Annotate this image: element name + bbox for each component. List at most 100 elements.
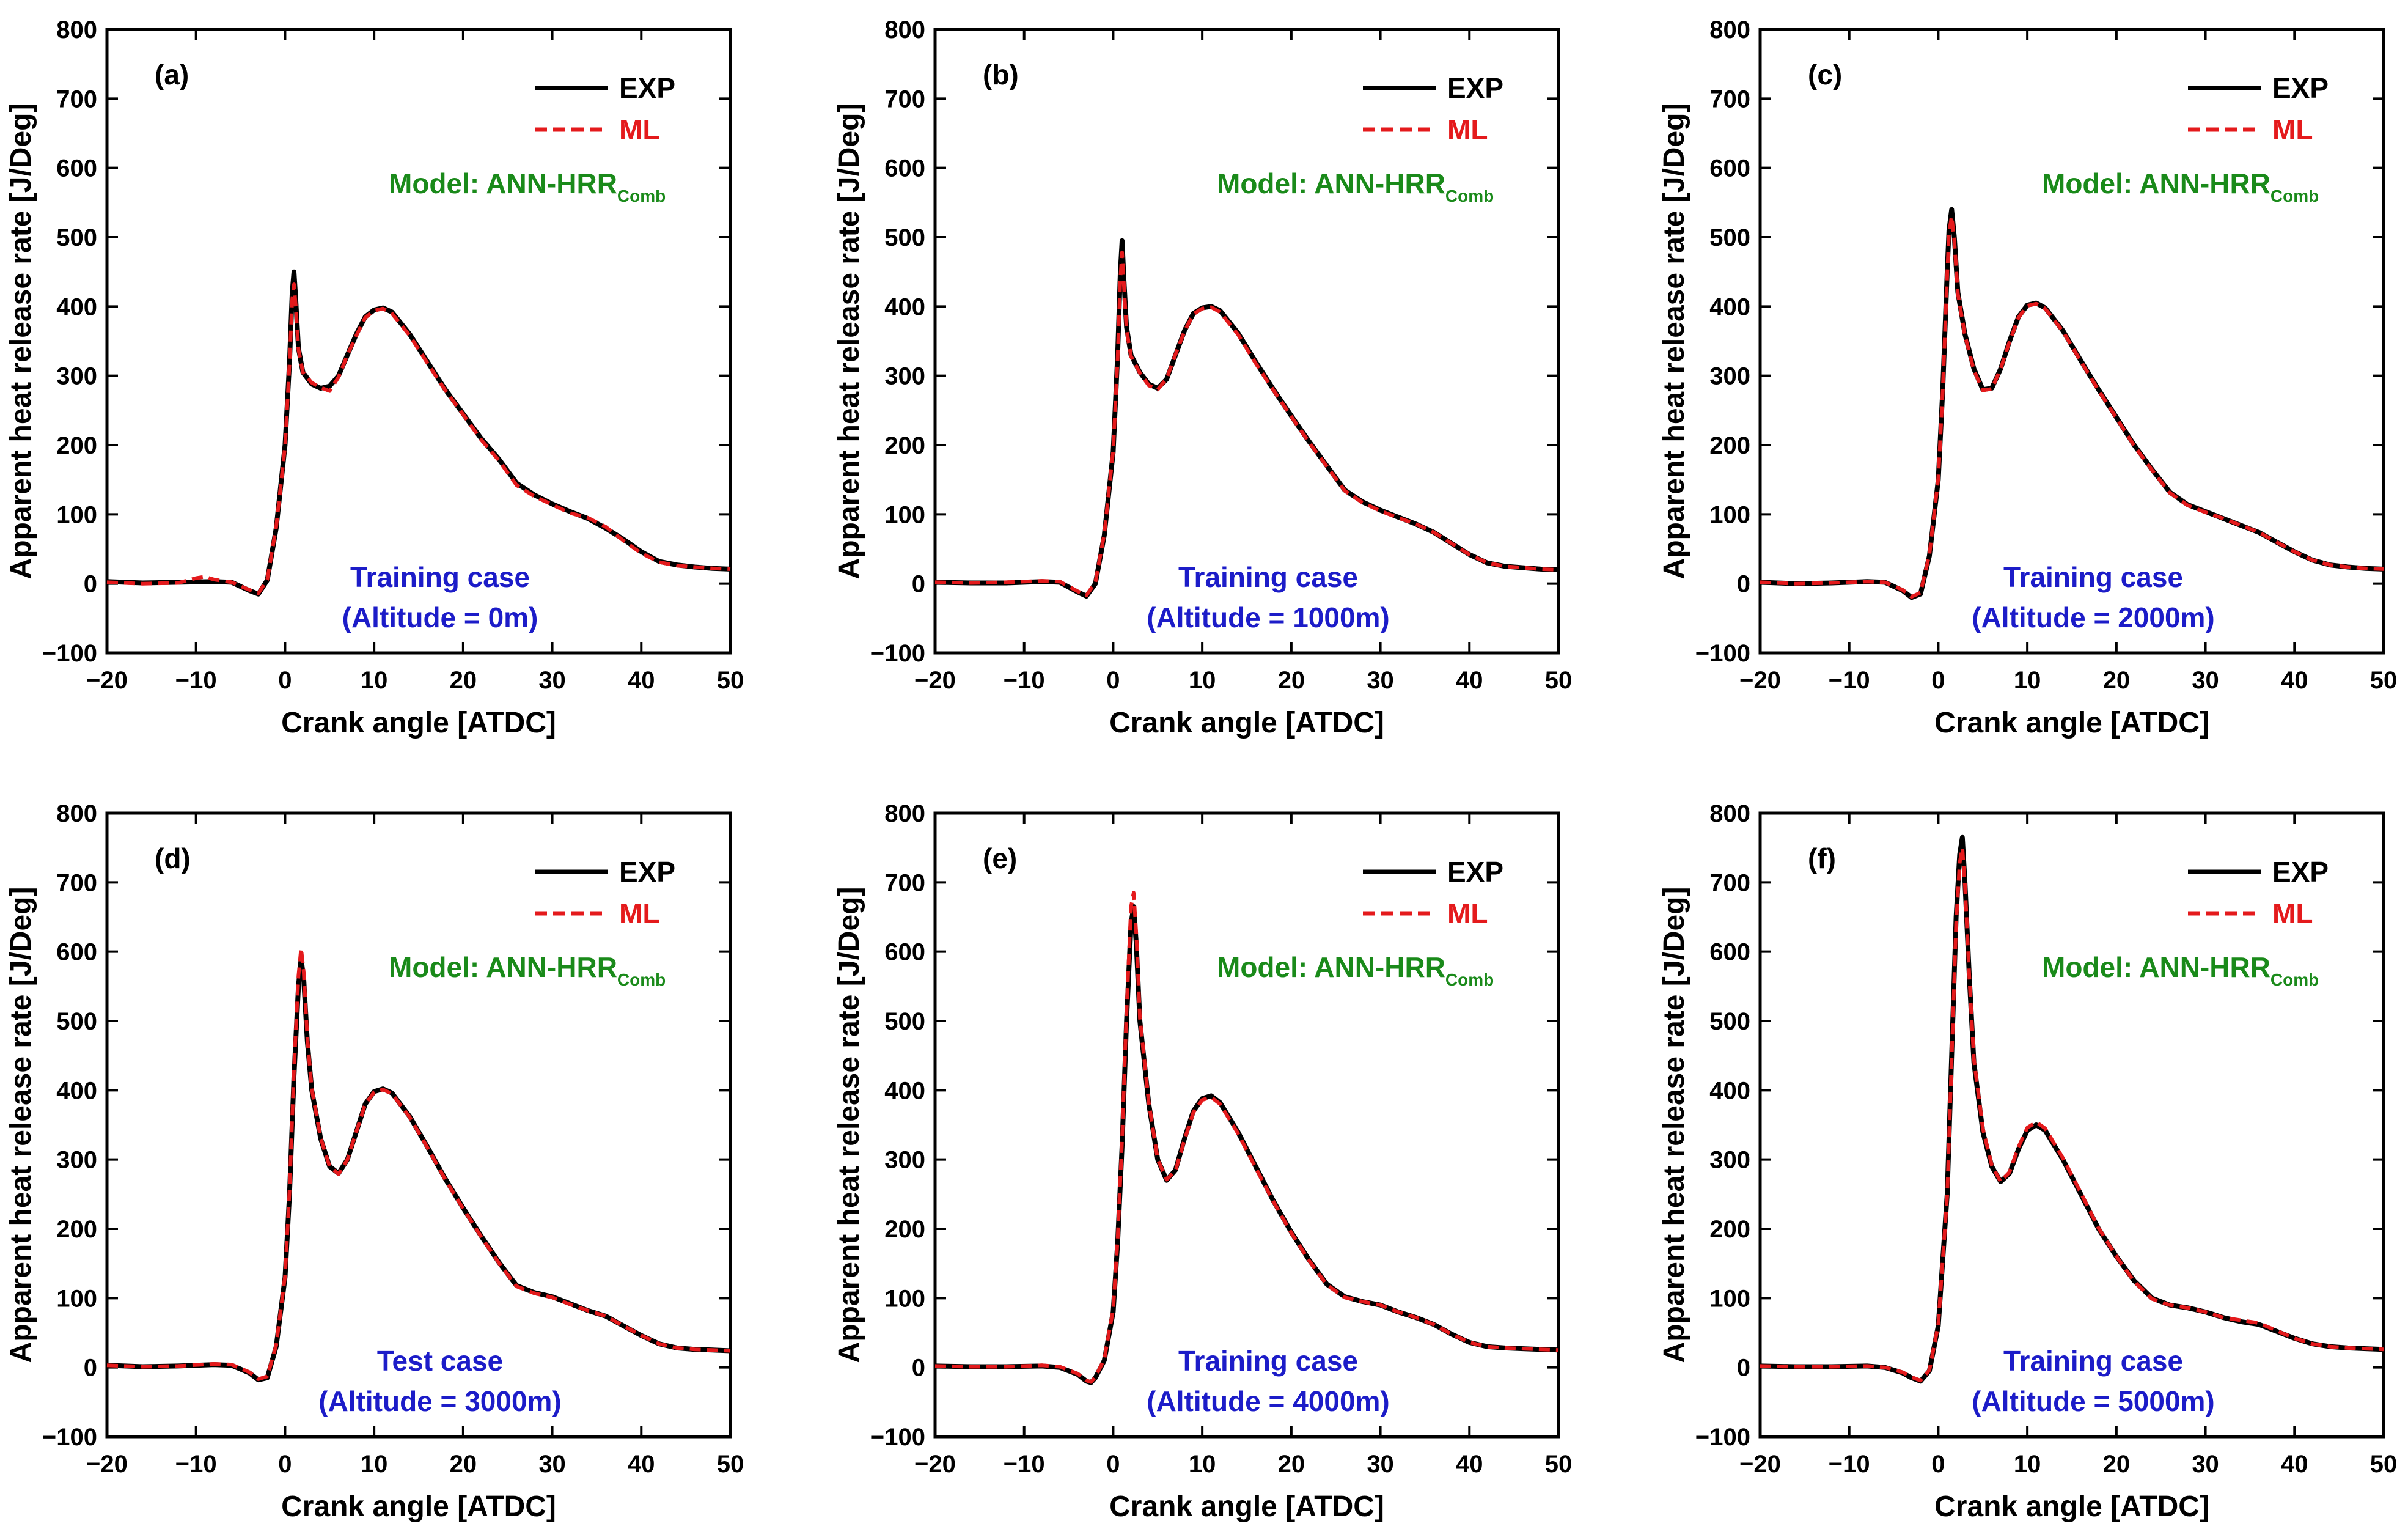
altitude-label: (Altitude = 0m): [342, 602, 538, 633]
y-tick-label: 700: [884, 86, 925, 112]
y-tick-label: 100: [56, 501, 97, 528]
y-tick-label: 600: [1709, 939, 1750, 966]
y-tick-label: 700: [884, 869, 925, 896]
plot-frame: [1758, 28, 2385, 655]
x-tick-label: 50: [2370, 667, 2398, 694]
y-tick-label: 700: [1709, 869, 1750, 896]
model-text: Model: ANN-HRR: [2042, 951, 2270, 983]
chart-panel-b: −20 −10 0 10 20 30 40 50−1000100200300400500600…: [833, 17, 1572, 739]
y-tick-label: −100: [870, 640, 925, 667]
y-tick-label: 400: [56, 293, 97, 320]
x-axis-label: Crank angle [ATDC]: [1109, 707, 1384, 739]
x-tick-label: 10: [2014, 667, 2041, 694]
model-text: Model: ANN-HRR: [2042, 168, 2270, 199]
x-tick-label: −10: [1829, 1451, 1870, 1478]
y-tick-label: 400: [884, 1077, 925, 1104]
x-tick-label: 0: [1106, 667, 1120, 694]
x-tick-label: −20: [86, 1451, 128, 1478]
x-tick-label: 20: [2103, 667, 2131, 694]
legend-ml-label: ML: [1447, 897, 1488, 929]
x-tick-label: 50: [1545, 1451, 1573, 1478]
x-tick-label: −20: [914, 667, 956, 694]
x-tick-label: 20: [450, 667, 477, 694]
legend-exp-label: EXP: [2272, 856, 2329, 888]
y-tick-label: 800: [884, 800, 925, 827]
panel-label: (e): [983, 842, 1017, 874]
y-tick-label: 300: [1709, 363, 1750, 390]
y-tick-label: 600: [884, 939, 925, 966]
x-tick-label: 0: [1106, 1451, 1120, 1478]
x-tick-label: 20: [2103, 1451, 2131, 1478]
y-tick-label: −100: [1695, 640, 1750, 667]
model-annotation: Model: ANN-HRRComb: [1217, 168, 1494, 205]
y-tick-label: 600: [1709, 155, 1750, 182]
x-tick-label: −10: [1004, 1451, 1045, 1478]
y-axis-label: Apparent heat release rate [J/Deg]: [5, 887, 37, 1363]
legend-ml-label: ML: [2272, 897, 2313, 929]
series-line-ml: [934, 891, 1559, 1384]
model-annotation: Model: ANN-HRRComb: [2042, 951, 2319, 989]
y-tick-label: 800: [56, 17, 97, 43]
model-annotation: Model: ANN-HRRComb: [2042, 168, 2319, 205]
x-tick-label: 30: [1367, 667, 1394, 694]
x-tick-label: 20: [1278, 667, 1305, 694]
series-line-ml: [106, 946, 731, 1381]
case-label: Training case: [1178, 561, 1358, 593]
y-tick-label: 200: [1709, 432, 1750, 459]
x-tick-label: 40: [1456, 1451, 1483, 1478]
legend-ml-label: ML: [619, 897, 659, 929]
legend-ml-label: ML: [619, 114, 659, 146]
x-tick-label: 40: [628, 1451, 655, 1478]
model-subscript: Comb: [2270, 970, 2319, 989]
chart-panel-f: −20 −10 0 10 20 30 40 50−1000100200300400500600…: [1658, 800, 2397, 1523]
x-tick-label: 10: [1189, 667, 1216, 694]
y-tick-label: 200: [884, 432, 925, 459]
y-axis-label: Apparent heat release rate [J/Deg]: [1658, 887, 1690, 1363]
model-subscript: Comb: [1445, 186, 1494, 205]
x-tick-label: −10: [1829, 667, 1870, 694]
x-tick-label: 0: [278, 1451, 292, 1478]
y-tick-label: 800: [1709, 800, 1750, 827]
legend-exp-label: EXP: [1447, 856, 1503, 888]
series-line-ml: [106, 282, 731, 595]
x-tick-label: −20: [86, 667, 128, 694]
y-tick-label: 300: [884, 1147, 925, 1174]
model-subscript: Comb: [2270, 186, 2319, 205]
y-tick-label: 700: [56, 86, 97, 112]
y-tick-label: 400: [1709, 1077, 1750, 1104]
y-tick-label: 300: [56, 1147, 97, 1174]
legend-ml-label: ML: [1447, 114, 1488, 146]
altitude-label: (Altitude = 3000m): [318, 1385, 562, 1417]
x-tick-label: 10: [361, 667, 388, 694]
plot-frame: [933, 28, 1560, 655]
x-tick-label: 30: [2192, 667, 2219, 694]
y-tick-label: 200: [884, 1216, 925, 1243]
y-tick-label: 100: [1709, 1285, 1750, 1312]
x-tick-label: −20: [1739, 1451, 1781, 1478]
y-tick-label: 100: [56, 1285, 97, 1312]
y-tick-label: 0: [84, 1355, 97, 1382]
y-tick-label: 300: [56, 363, 97, 390]
x-tick-label: 50: [717, 667, 744, 694]
series-line-ml: [934, 250, 1559, 597]
y-tick-label: 300: [1709, 1147, 1750, 1174]
y-tick-label: 500: [56, 224, 97, 251]
model-text: Model: ANN-HRR: [1217, 951, 1445, 983]
model-annotation: Model: ANN-HRRComb: [1217, 951, 1494, 989]
series-line-exp: [106, 956, 731, 1383]
y-tick-label: 500: [1709, 1008, 1750, 1035]
altitude-label: (Altitude = 2000m): [1972, 602, 2215, 633]
case-label: Training case: [2003, 1345, 2183, 1377]
x-tick-label: 20: [1278, 1451, 1305, 1478]
plot-frame: [105, 28, 732, 655]
altitude-label: (Altitude = 4000m): [1147, 1385, 1390, 1417]
x-tick-label: 0: [1931, 1451, 1945, 1478]
y-tick-label: 600: [884, 155, 925, 182]
y-tick-label: −100: [1695, 1424, 1750, 1451]
x-tick-label: 20: [450, 1451, 477, 1478]
x-tick-label: 40: [2281, 1451, 2308, 1478]
y-tick-label: 0: [84, 571, 97, 598]
y-tick-label: −100: [42, 640, 97, 667]
y-tick-label: 400: [56, 1077, 97, 1104]
x-tick-label: −20: [914, 1451, 956, 1478]
